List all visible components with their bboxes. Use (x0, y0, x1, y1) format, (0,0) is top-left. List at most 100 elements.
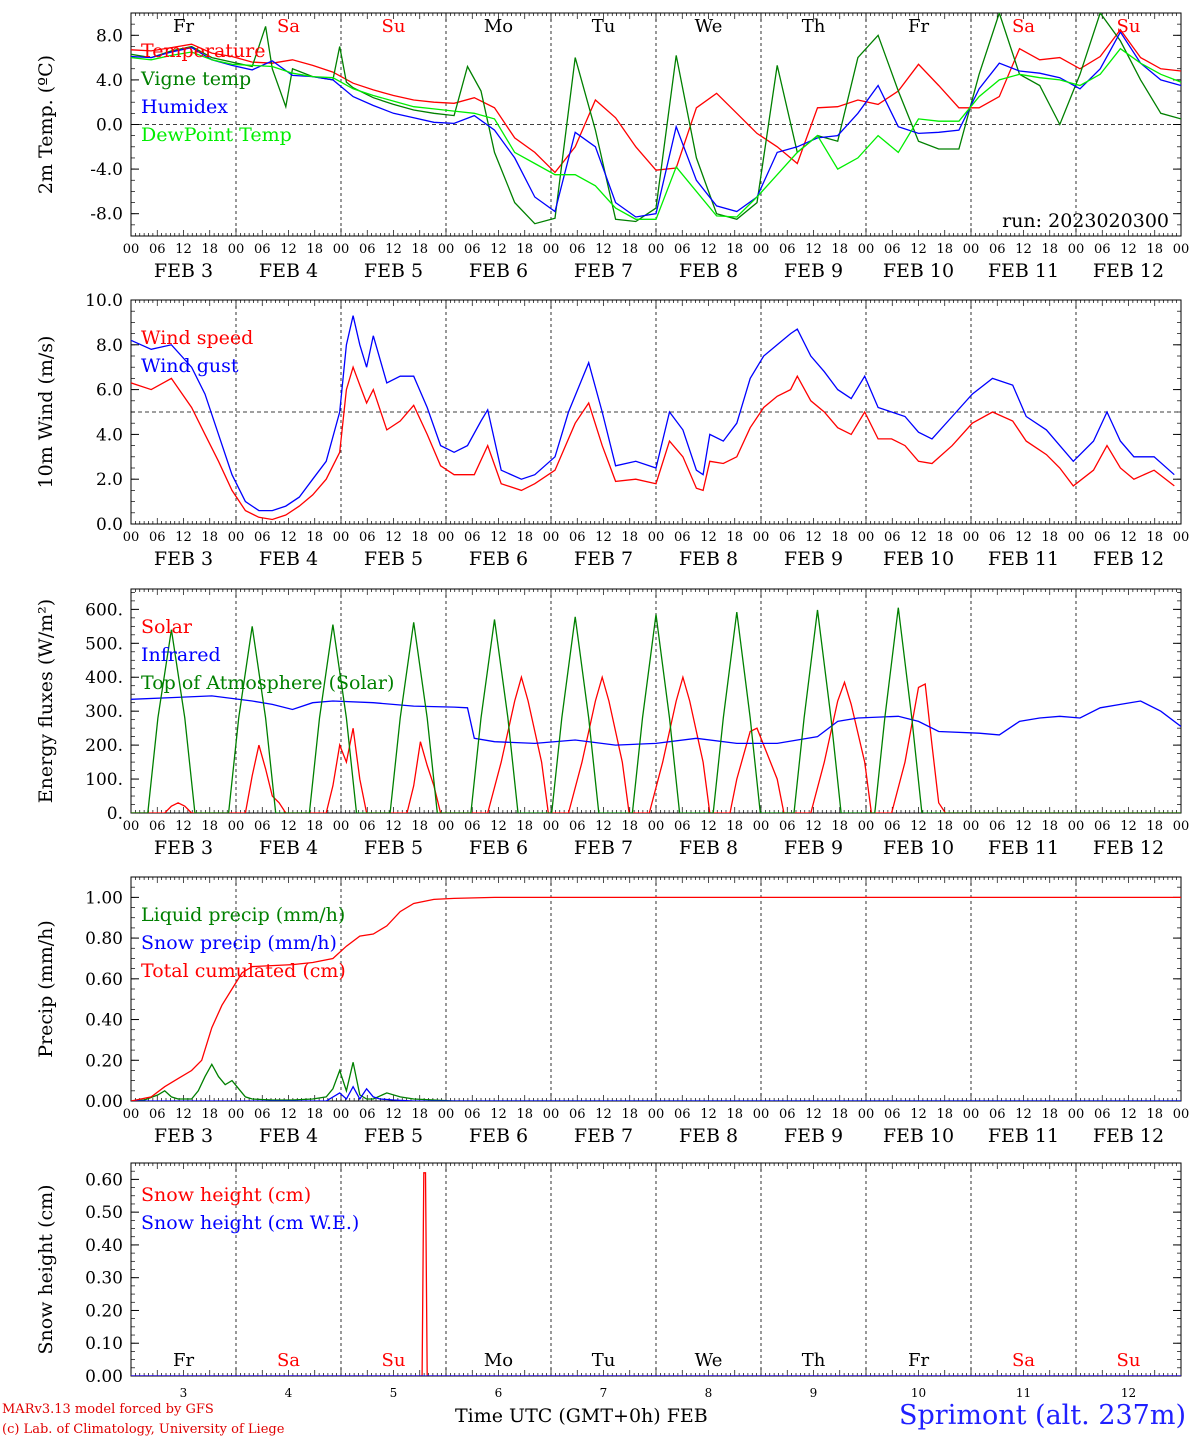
hour-tick-label: 06 (674, 819, 691, 834)
day-of-week-label: Mo (484, 1350, 513, 1371)
date-label: FEB 4 (259, 260, 318, 282)
meteogram: 8.0 4.0 0.0 -4.0 -8.0 2m Temp. (ºC) Temperatur… (35, 12, 1190, 1400)
hour-tick-label: 18 (411, 1107, 428, 1122)
hour-tick-label: 12 (1015, 242, 1032, 257)
hour-tick-label: 00 (123, 530, 140, 545)
legend-entry: Infrared (141, 644, 221, 666)
hour-tick-label: 06 (464, 819, 481, 834)
day-of-week-label: Sa (277, 16, 300, 37)
date-label: FEB 7 (574, 837, 633, 859)
hour-tick-label: 06 (569, 530, 586, 545)
legend-entry: Snow height (cm) (141, 1184, 311, 1206)
series-group (131, 13, 1181, 225)
hour-tick-label: 12 (175, 1107, 192, 1122)
hour-tick-label: 00 (963, 819, 980, 834)
hour-tick-label: 00 (753, 819, 770, 834)
series-line-temperature (131, 28, 1181, 174)
hour-tick-label: 06 (884, 530, 901, 545)
series-group (131, 315, 1175, 521)
y-tick-label: 0.60 (85, 1170, 123, 1190)
hour-tick-label: 18 (621, 242, 638, 257)
run-label: run: 2023020300 (1002, 210, 1169, 232)
day-of-week-label: Su (382, 16, 406, 37)
day-of-week-label: Sa (1012, 1350, 1035, 1371)
hour-tick-label: 12 (700, 530, 717, 545)
y-tick-label: 1.00 (85, 888, 123, 908)
hour-tick-label: 06 (149, 530, 166, 545)
y-tick-label: 0.10 (85, 1334, 123, 1354)
date-label: FEB 3 (154, 260, 213, 282)
hour-tick-label: 18 (201, 242, 218, 257)
hour-tick-label: 18 (726, 530, 743, 545)
hour-tick-label: 06 (569, 819, 586, 834)
date-label: FEB 8 (679, 260, 738, 282)
day-of-week-label: Tu (592, 16, 616, 37)
date-label: FEB 3 (154, 548, 213, 570)
hour-tick-label: 06 (884, 819, 901, 834)
hour-tick-label: 00 (123, 1107, 140, 1122)
legend-entry: Temperature (141, 40, 265, 62)
legend-entry: Solar (141, 616, 193, 638)
hour-tick-label: 06 (779, 819, 796, 834)
y-tick-label: 0.40 (85, 1236, 123, 1256)
hour-tick-label: 12 (385, 819, 402, 834)
y-tick-label: 4.0 (96, 71, 123, 91)
hour-tick-label: 06 (149, 1107, 166, 1122)
y-axis-label: 2m Temp. (ºC) (35, 55, 57, 194)
series-line-liquid-precip-mm-h- (131, 1062, 1181, 1101)
date-label: FEB 5 (364, 548, 423, 570)
y-tick-label: 400. (85, 668, 123, 688)
hour-tick-label: 18 (621, 530, 638, 545)
y-tick-label: 0.40 (85, 1011, 123, 1031)
hour-tick-label: 18 (1146, 530, 1163, 545)
date-label: FEB 12 (1093, 837, 1164, 859)
hour-tick-label: 12 (490, 1107, 507, 1122)
series-line-snow-precip-mm-h- (131, 1085, 1181, 1101)
hour-tick-label: 12 (175, 819, 192, 834)
date-label: FEB 4 (259, 548, 318, 570)
series-line-wind-gust (131, 315, 1175, 512)
hour-tick-label: 06 (1094, 530, 1111, 545)
hour-tick-label: 06 (1094, 819, 1111, 834)
date-label: FEB 6 (469, 1125, 528, 1147)
y-tick-label: 8.0 (96, 26, 123, 46)
hour-tick-label: 12 (700, 242, 717, 257)
hour-tick-label: 18 (1146, 242, 1163, 257)
hour-tick-label: 00 (438, 819, 455, 834)
date-label: FEB 8 (679, 1125, 738, 1147)
hour-tick-label: 12 (1015, 530, 1032, 545)
y-tick-label: 100. (85, 770, 123, 790)
day-of-week-label: Fr (173, 1350, 194, 1371)
y-axis-label: 10m Wind (m/s) (35, 336, 57, 489)
hour-tick-label: 06 (989, 530, 1006, 545)
hour-tick-label: 18 (306, 1107, 323, 1122)
hour-tick-label: 00 (543, 819, 560, 834)
hour-tick-label: 06 (989, 1107, 1006, 1122)
y-tick-label: 8.0 (96, 336, 123, 356)
hour-tick-label: 00 (1173, 242, 1190, 257)
hour-tick-label: 00 (1173, 530, 1190, 545)
hour-tick-label: 12 (175, 242, 192, 257)
day-of-week-label: Fr (173, 16, 194, 37)
hour-tick-label: 06 (464, 530, 481, 545)
hour-tick-label: 12 (490, 530, 507, 545)
panel-precip: 1.00 0.80 0.60 0.40 0.20 0.00 Precip (mm/h) Liq… (35, 876, 1189, 1147)
hour-tick-label: 18 (516, 530, 533, 545)
y-axis-label: Precip (mm/h) (35, 920, 57, 1058)
hour-tick-label: 00 (648, 819, 665, 834)
hour-tick-label: 12 (805, 1107, 822, 1122)
hour-tick-label: 18 (201, 1107, 218, 1122)
date-label: FEB 5 (364, 837, 423, 859)
date-label: FEB 9 (784, 260, 843, 282)
y-tick-label: 0.20 (85, 1301, 123, 1321)
hour-tick-label: 06 (464, 1107, 481, 1122)
date-label: FEB 10 (883, 1125, 954, 1147)
day-number-label: 10 (911, 1386, 926, 1400)
hour-tick-label: 06 (569, 242, 586, 257)
day-number-label: 3 (180, 1386, 188, 1400)
hour-tick-label: 18 (201, 530, 218, 545)
hour-tick-label: 06 (359, 242, 376, 257)
y-tick-label: 4.0 (96, 425, 123, 445)
hour-tick-label: 00 (648, 1107, 665, 1122)
date-label: FEB 7 (574, 260, 633, 282)
